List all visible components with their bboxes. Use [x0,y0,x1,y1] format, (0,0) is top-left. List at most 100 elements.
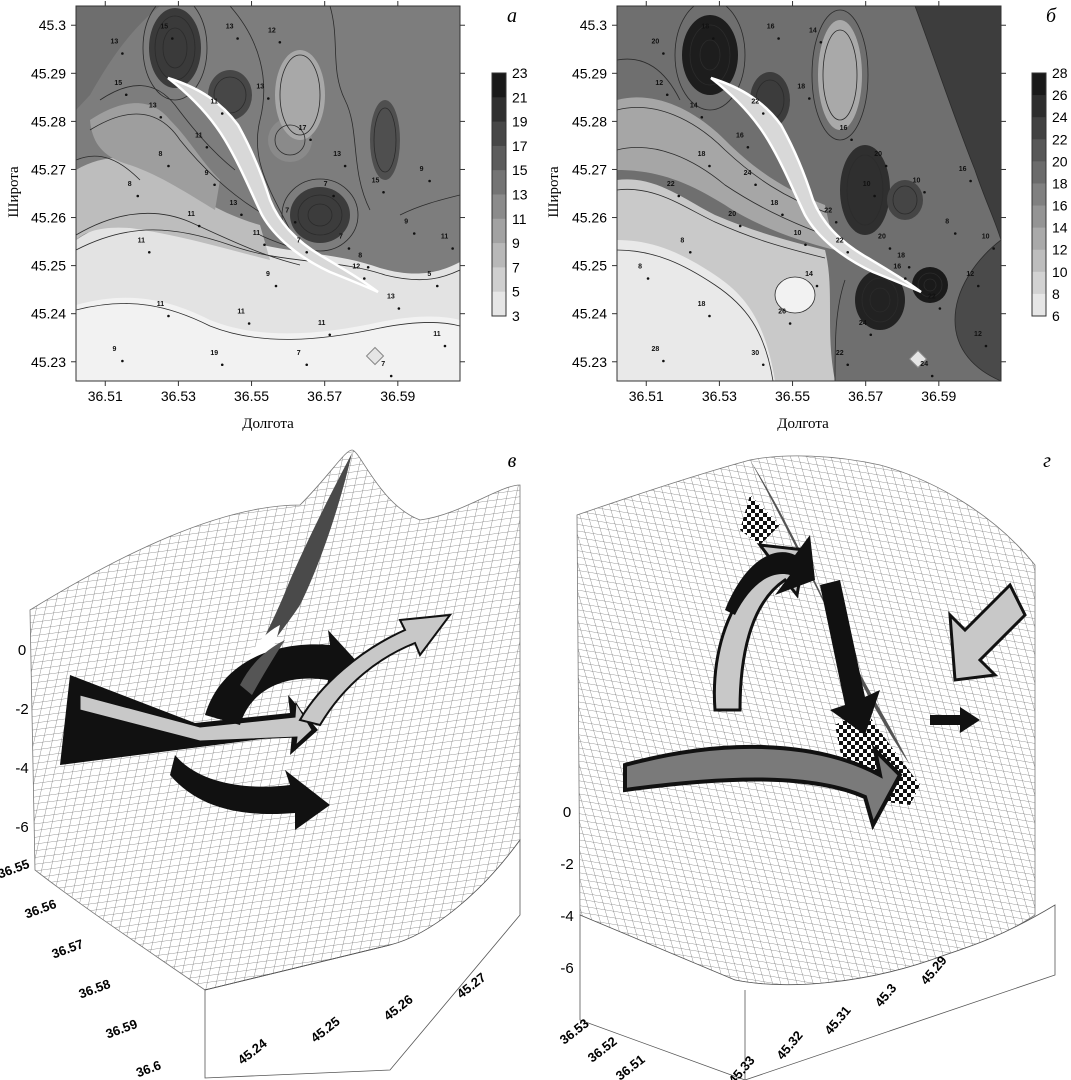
contour-labels-a: 13 15 13 12 15 13 11 13 11 17 13 8 8 9 7 15 9 13 11 7 9 11 11 7… [111,24,454,378]
flow-arrows-d [623,535,1027,831]
contour-label: 20 [652,39,660,46]
sample-point [781,213,784,217]
colorbar-b: 28 26 24 22 20 18 16 14 12 10 8 6 [1031,65,1068,324]
contour-label: 10 [913,177,921,184]
sample-point [247,322,251,325]
sample-point [777,37,780,40]
longitude-tick-label: 36.58 [77,976,113,1001]
colorbar-band [492,291,506,317]
contour-label: 13 [387,294,395,301]
longitude-tick-label: 36.6 [134,1057,163,1080]
contour-label: 30 [751,350,759,357]
surface-plot-c: 0-2-4-636.5536.5636.5736.5836.5936.645.2… [0,449,521,1080]
contour-label: 14 [805,271,813,278]
sample-point [305,363,309,367]
sample-point [263,243,266,247]
contour-label: 13 [149,102,157,109]
sample-point [984,344,988,348]
contour-label: 7 [297,237,301,244]
colorbar-band [492,194,506,220]
contour-label: 24 [859,320,867,327]
longitude-tick-label: 36.51 [613,1052,648,1080]
sample-point [305,250,309,254]
sample-point [834,220,838,224]
colorbar-tick-label: 8 [1052,286,1060,302]
contour-label: 18 [797,84,805,91]
sample-point [136,194,140,198]
contour-label: 22 [824,207,832,214]
sample-point [708,164,711,168]
contour-label: 22 [751,99,759,106]
y-tick-label: 45.29 [31,65,66,81]
contour-label: 12 [966,271,974,278]
contour-label: 13 [256,84,264,91]
contour-label: 8 [638,264,642,271]
colorbar-tick-label: 21 [512,89,528,105]
contour-label: 12 [352,264,360,271]
colorbar-band [1032,271,1046,295]
sample-point [662,359,665,363]
contour-label: 20 [878,234,886,241]
sample-point [347,247,351,250]
sample-point [761,112,765,115]
contour-label: 13 [333,151,341,158]
sample-point [236,37,239,40]
contour-label: 12 [974,331,982,338]
sample-point [712,37,715,40]
sample-point [332,194,335,198]
y-tick-label: 45.23 [31,354,66,370]
colorbar-tick-label: 23 [512,65,528,81]
contour-label: 24 [920,361,928,368]
contour-label: 9 [266,271,270,278]
colorbar-tick-label: 14 [1052,220,1068,236]
sample-point [907,265,911,269]
sample-point [846,250,850,254]
contour-label: 11 [253,230,261,237]
contour-label: 28 [652,346,660,353]
contour-label: 7 [297,350,301,357]
contour-label: 13 [111,39,119,46]
contour-label: 13 [226,24,234,31]
contour-label: 12 [268,27,276,34]
y-axis-label-b: Широта [546,166,562,218]
z-tick-label: -2 [560,856,573,873]
sample-point [819,40,823,44]
surface-d [576,455,1056,1080]
z-tick-label: -4 [15,760,28,777]
contour-label: 11 [441,234,449,241]
colorbar-band [492,97,506,123]
y-tick-label: 45.27 [572,161,607,177]
x-axis-label-a: Долгота [242,416,294,432]
y-tick-label: 45.27 [31,161,66,177]
colorbar-tick-label: 24 [1052,109,1068,125]
x-tick-label: 36.53 [702,388,737,404]
contour-label: 20 [728,211,736,218]
sample-point [761,363,765,367]
contour-map-a: 13 15 13 12 15 13 11 13 11 17 13 8 8 9 7 15 9 13 11 7 9 11 11 7… [6,1,528,432]
colorbar-band [492,267,506,293]
longitude-tick-label: 36.59 [104,1016,140,1041]
sample-point [121,359,124,363]
sample-point [267,97,270,100]
sample-point [343,164,347,168]
colorbar-band [492,121,506,147]
colorbar-tick-label: 26 [1052,87,1068,103]
colorbar-tick-label: 10 [1052,264,1068,280]
flow-arrows-c [60,613,453,830]
colorbar-tick-label: 7 [512,259,520,275]
panel-label-c: в [508,450,517,472]
colorbar-tick-label: 11 [512,211,527,227]
sample-point [969,179,972,183]
colorbar-band [1032,161,1046,184]
contour-label: 10 [863,181,871,188]
sample-point [850,138,853,142]
sample-point [646,277,650,280]
contour-label: 8 [680,237,684,244]
colorbar-tick-label: 16 [1052,198,1068,214]
sample-point [754,183,757,187]
sample-point [240,213,243,217]
sample-point [662,52,665,55]
panel-label-d: г [1043,450,1051,472]
sample-point [213,183,216,187]
contour-label: 17 [299,125,307,132]
